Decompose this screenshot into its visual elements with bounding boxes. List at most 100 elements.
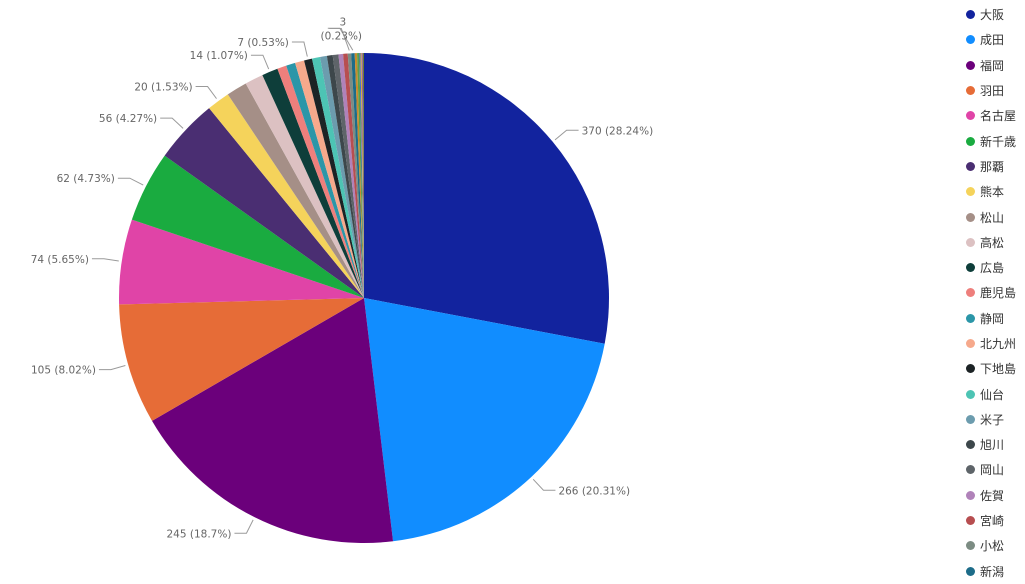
legend-swatch-icon: [966, 212, 975, 222]
legend-item[interactable]: 下地島: [966, 356, 1025, 381]
pie-slice[interactable]: [361, 53, 364, 299]
pie-slice[interactable]: [351, 53, 364, 298]
pie-slice[interactable]: [347, 53, 364, 298]
legend-label: 名古屋: [980, 109, 1017, 124]
legend-item[interactable]: 宮崎: [966, 508, 1025, 533]
pie-slice[interactable]: [319, 55, 364, 298]
legend-item[interactable]: 大阪: [966, 2, 1025, 27]
legend: 大阪成田福岡羽田名古屋新千歳那覇熊本松山高松広島鹿児島静岡北九州下地島仙台米子旭…: [966, 2, 1025, 584]
pie-slice[interactable]: [295, 60, 364, 299]
legend-item[interactable]: 静岡: [966, 306, 1025, 331]
legend-label: 高松: [980, 235, 1005, 250]
legend-label: 那覇: [980, 159, 1005, 174]
legend-swatch-icon: [966, 566, 975, 576]
legend-item[interactable]: 新潟: [966, 559, 1025, 584]
pie-slice[interactable]: [311, 56, 364, 298]
pie-slice[interactable]: [286, 62, 364, 298]
legend-label: 北九州: [980, 337, 1017, 351]
legend-item[interactable]: 米子: [966, 407, 1025, 432]
data-label: 3: [339, 16, 346, 28]
pie-slice[interactable]: [164, 108, 364, 298]
legend-item[interactable]: 小松: [966, 533, 1025, 558]
legend-item[interactable]: 高松: [966, 230, 1025, 255]
legend-label: 新潟: [980, 564, 1005, 579]
pie-slice[interactable]: [152, 298, 394, 543]
pie-slice[interactable]: [360, 53, 364, 298]
label-leader-line: [234, 519, 254, 534]
legend-item[interactable]: 佐賀: [966, 483, 1025, 508]
pie-slice[interactable]: [119, 298, 364, 421]
legend-label: 静岡: [980, 311, 1005, 326]
legend-label: 下地島: [980, 362, 1017, 377]
legend-item[interactable]: 北九州: [966, 331, 1025, 356]
label-leader-lines: [91, 27, 579, 534]
legend-item[interactable]: 福岡: [966, 53, 1025, 78]
data-label: 20 (1.53%): [134, 82, 192, 94]
label-leader-line: [98, 365, 126, 371]
pie-slice[interactable]: [262, 68, 364, 299]
legend-item[interactable]: 鹿児島: [966, 280, 1025, 305]
legend-item[interactable]: 成田: [966, 27, 1025, 52]
pie-slice[interactable]: [364, 53, 609, 344]
pie-slice[interactable]: [332, 54, 364, 299]
legend-swatch-icon: [966, 86, 975, 96]
pie-slice[interactable]: [357, 53, 364, 298]
legend-label: 成田: [980, 33, 1005, 48]
pie-slice[interactable]: [338, 53, 364, 298]
data-label: 370 (28.24%): [582, 125, 654, 137]
pie-slice[interactable]: [118, 219, 364, 305]
pie-slice[interactable]: [343, 53, 364, 298]
legend-label: 福岡: [980, 58, 1005, 73]
legend-label: 米子: [980, 412, 1005, 427]
legend-item[interactable]: 新千歳: [966, 128, 1025, 153]
label-leader-line: [291, 41, 308, 57]
label-leader-line: [532, 478, 556, 491]
legend-swatch-icon: [966, 465, 975, 475]
pie-slice[interactable]: [326, 55, 364, 298]
data-label: 74 (5.65%): [31, 254, 89, 266]
legend-item[interactable]: 名古屋: [966, 103, 1025, 128]
pie-slice[interactable]: [362, 53, 364, 298]
label-leader-line: [554, 129, 579, 141]
legend-item[interactable]: 旭川: [966, 432, 1025, 457]
label-leader-line: [91, 258, 119, 262]
pie-slice[interactable]: [245, 75, 364, 298]
legend-item[interactable]: 那覇: [966, 154, 1025, 179]
pie-slice[interactable]: [277, 65, 364, 298]
pie-slice[interactable]: [131, 155, 364, 298]
legend-item[interactable]: 仙台: [966, 381, 1025, 406]
legend-label: 松山: [980, 210, 1005, 225]
legend-swatch-icon: [966, 111, 975, 121]
legend-swatch-icon: [966, 60, 975, 70]
label-leader-line: [117, 177, 144, 186]
legend-label: 広島: [980, 261, 1005, 276]
legend-swatch-icon: [966, 237, 975, 247]
pie-slice[interactable]: [209, 94, 364, 298]
data-label: 245 (18.7%): [167, 528, 232, 540]
legend-swatch-icon: [966, 516, 975, 526]
pie-slice[interactable]: [354, 53, 364, 298]
legend-item[interactable]: 岡山: [966, 457, 1025, 482]
legend-item[interactable]: 羽田: [966, 78, 1025, 103]
pie-slice[interactable]: [359, 53, 364, 298]
legend-label: 羽田: [980, 84, 1005, 99]
legend-swatch-icon: [966, 288, 975, 298]
pie-slice[interactable]: [364, 298, 605, 542]
legend-label: 鹿児島: [980, 286, 1017, 301]
pie-slice[interactable]: [304, 58, 364, 298]
legend-label: 岡山: [980, 463, 1005, 478]
legend-label: 小松: [980, 539, 1005, 554]
legend-label: 仙台: [980, 387, 1005, 402]
data-labels: 370 (28.24%) 266 (20.31%) 245 (18.7%) 105 (…: [31, 16, 653, 540]
pie-slice[interactable]: [227, 83, 364, 298]
legend-swatch-icon: [966, 187, 975, 197]
legend-swatch-icon: [966, 313, 975, 323]
legend-item[interactable]: 広島: [966, 255, 1025, 280]
legend-item[interactable]: 松山: [966, 204, 1025, 229]
label-leader-line: [195, 86, 217, 99]
legend-item[interactable]: 熊本: [966, 179, 1025, 204]
legend-label: 佐賀: [980, 488, 1005, 503]
legend-swatch-icon: [966, 440, 975, 450]
data-label: 56 (4.27%): [99, 113, 157, 125]
